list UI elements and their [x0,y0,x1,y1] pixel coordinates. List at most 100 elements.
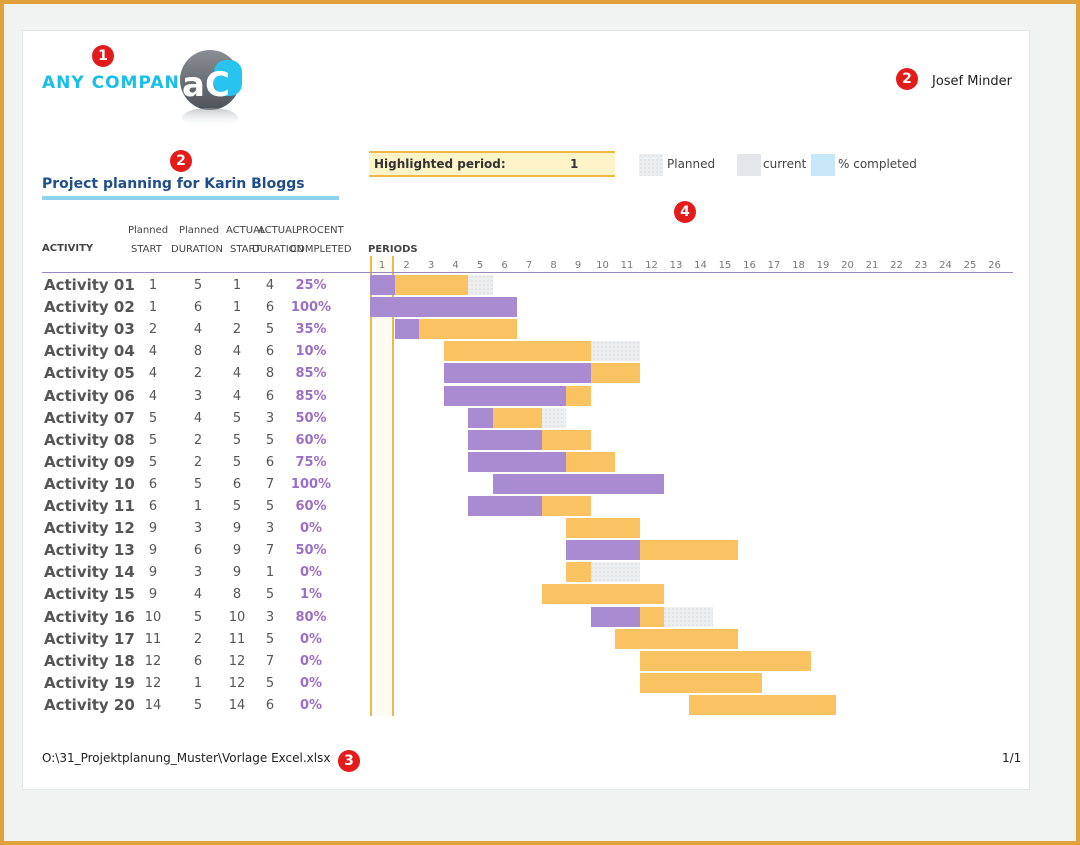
activity-name: Activity 03 [44,320,135,339]
cell-actual-duration: 1 [265,565,275,581]
cell-percent-completed: 85% [295,366,327,382]
period-tick-23: 23 [914,260,928,271]
legend-swatch-current [737,154,761,176]
cell-actual-start: 2 [232,322,242,338]
legend-label-current: current [763,157,807,171]
period-tick-7: 7 [525,260,533,271]
actual-bar [370,275,468,295]
column-header-periods: PERIODS [368,244,418,255]
activity-name: Activity 15 [44,585,135,604]
period-tick-11: 11 [620,260,634,271]
cell-plan-start: 9 [148,521,158,537]
column-header-plan-duration-2: DURATION [171,244,224,255]
cell-actual-start: 4 [232,366,242,382]
cell-percent-completed: 0% [299,653,323,669]
column-header-activity: ACTIVITY [42,243,94,254]
completed-bar [443,385,566,406]
cell-plan-start: 1 [148,278,158,293]
cell-percent-completed: 25% [295,278,327,293]
cell-actual-duration: 3 [265,521,275,537]
cell-actual-start: 12 [228,675,246,691]
period-tick-8: 8 [550,260,557,271]
cell-plan-start: 12 [144,675,162,691]
period-tick-6: 6 [501,260,508,271]
cell-plan-start: 10 [144,609,162,625]
activity-name: Activity 05 [44,364,135,383]
period-tick-5: 5 [476,260,484,271]
cell-actual-duration: 3 [265,410,275,426]
actual-bar [688,694,836,715]
cell-actual-duration: 8 [265,366,275,382]
cell-actual-duration: 4 [265,278,275,293]
annotation-badge-2-title: 2 [170,150,192,172]
cell-actual-duration: 6 [265,388,275,404]
cell-plan-duration: 2 [193,454,203,470]
cell-percent-completed: 100% [290,476,332,492]
cell-actual-duration: 6 [265,697,275,713]
activity-name: Activity 09 [44,452,135,471]
cell-plan-duration: 8 [193,344,203,360]
page-title: Project planning for Karin Bloggs [42,176,305,192]
annotation-badge-1: 1 [92,45,114,67]
activity-name: Activity 10 [44,474,135,493]
activity-name: Activity 04 [44,342,135,361]
column-header-actual-duration-2: DURATION [252,244,305,255]
activity-name: Activity 02 [44,298,135,317]
period-tick-13: 13 [669,260,683,271]
cell-plan-start: 2 [148,322,158,338]
actual-bar [566,562,591,583]
period-tick-9: 9 [574,260,582,271]
highlighted-period-label: Highlighted period: [374,157,506,171]
actual-bar [639,650,811,671]
completed-bar [492,473,664,494]
cell-actual-start: 4 [232,344,242,360]
completed-bar [394,319,419,340]
cell-actual-start: 8 [232,587,242,603]
highlighted-period-box[interactable] [369,151,615,177]
period-tick-3: 3 [427,260,435,271]
cell-actual-duration: 5 [265,631,275,647]
activity-name: Activity 08 [44,430,135,449]
cell-plan-start: 9 [148,543,158,559]
cell-actual-start: 6 [232,476,242,492]
cell-percent-completed: 0% [299,675,323,691]
legend-swatch-planned [639,154,663,176]
cell-percent-completed: 0% [299,565,323,581]
activity-name: Activity 19 [44,673,135,692]
period-tick-26: 26 [988,260,1001,271]
annotation-badge-3: 3 [338,750,360,772]
legend-swatch-completed [811,154,835,176]
cell-actual-duration: 7 [265,476,275,492]
period-tick-10: 10 [596,260,609,271]
cell-percent-completed: 80% [295,609,327,625]
cell-plan-start: 9 [148,565,158,581]
period-tick-15: 15 [718,260,732,271]
cell-actual-start: 9 [232,521,242,537]
period-tick-1: 1 [378,260,386,271]
cell-plan-start: 4 [148,388,158,404]
cell-plan-start: 12 [144,653,162,669]
cell-plan-start: 11 [144,631,162,647]
actual-bar [443,341,591,362]
period-tick-19: 19 [816,260,830,271]
completed-bar [370,275,395,295]
activity-name: Activity 13 [44,541,135,560]
period-tick-18: 18 [792,260,805,271]
cell-percent-completed: 10% [295,344,327,360]
period-tick-25: 25 [963,260,977,271]
cell-actual-duration: 5 [265,499,275,514]
footer-page-number: 1/1 [1002,751,1022,765]
title-underline [42,196,339,200]
cell-plan-duration: 5 [193,476,203,492]
actual-bar [615,628,738,649]
period-tick-22: 22 [890,260,903,271]
activity-name: Activity 11 [44,497,135,515]
cell-plan-duration: 3 [193,521,203,537]
cell-plan-duration: 2 [193,366,203,382]
actual-bar [639,672,762,693]
period-tick-14: 14 [694,260,707,271]
highlighted-period-value[interactable]: 1 [570,157,579,171]
completed-bar [468,496,542,516]
column-header-percent-2: COMPLETED [290,244,352,255]
cell-plan-duration: 5 [193,697,203,713]
